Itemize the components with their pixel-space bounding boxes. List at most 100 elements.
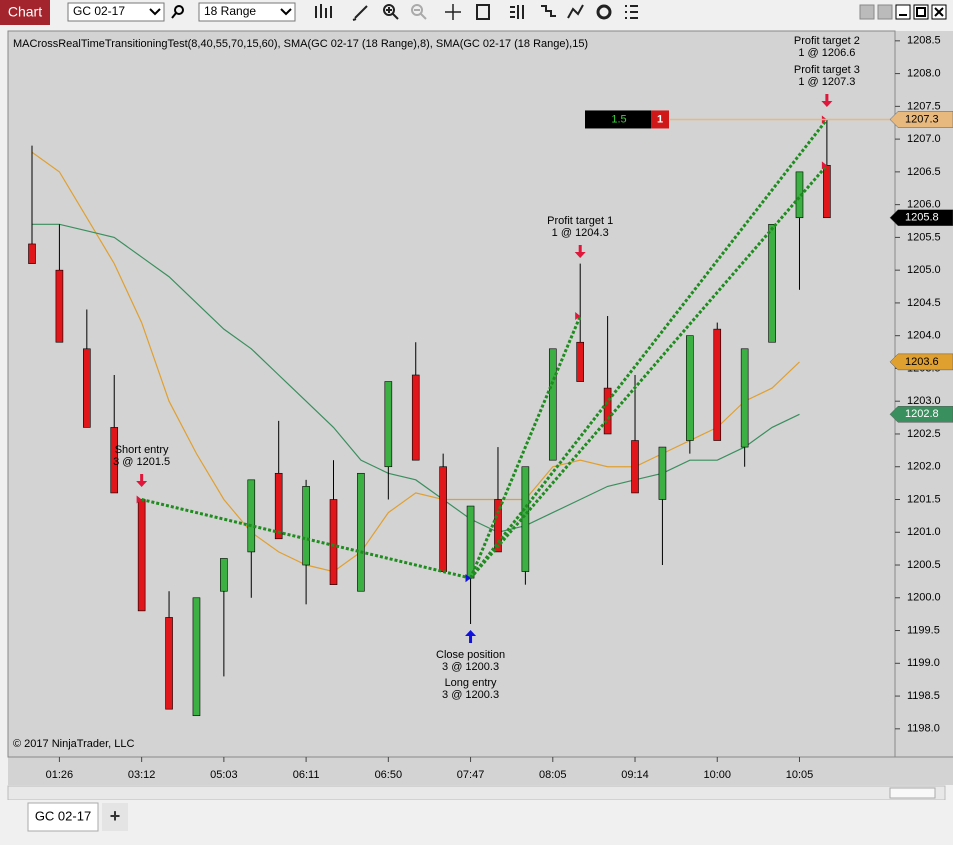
y-tick-label: 1205.5	[907, 231, 941, 243]
y-tick-label: 1203.0	[907, 395, 941, 407]
price-marker-label: 1205.8	[905, 212, 939, 224]
candle-body	[521, 466, 530, 572]
execution-arrow	[821, 94, 833, 107]
window-buttons[interactable]	[859, 4, 947, 20]
price-marker-label: 1202.8	[905, 408, 939, 420]
execution-label: Profit target 1	[547, 215, 613, 227]
toolbar-icons[interactable]	[315, 4, 638, 21]
candle-body	[137, 499, 146, 612]
x-tick-label: 10:00	[703, 769, 731, 781]
candle-body	[302, 486, 310, 566]
add-tab: +	[110, 806, 121, 826]
sma-line	[32, 223, 800, 533]
candle-body	[247, 479, 256, 553]
y-tick-label: 1202.5	[907, 428, 941, 440]
price-marker	[889, 209, 953, 226]
candle-body	[55, 269, 64, 343]
x-tick-label: 05:03	[210, 769, 238, 781]
execution-marker	[575, 312, 581, 321]
candle-body	[28, 243, 36, 264]
execution-detail: 3 @ 1200.3	[442, 689, 499, 701]
candle-body	[548, 348, 557, 461]
candle-body	[466, 505, 475, 579]
candle-body	[274, 472, 283, 540]
price-marker-label: 1203.6	[905, 356, 939, 368]
window-title: Chart	[8, 4, 42, 20]
y-tick-label: 1206.5	[907, 166, 941, 178]
copyright: © 2017 NinjaTrader, LLC	[13, 738, 134, 750]
y-tick-label: 1200.0	[907, 592, 941, 604]
y-tick-label: 1208.0	[907, 67, 941, 79]
scrollbar[interactable]	[7, 785, 946, 801]
execution-detail: 3 @ 1200.3	[442, 661, 499, 673]
window-title-bg	[0, 0, 50, 25]
y-tick-label: 1201.5	[907, 493, 941, 505]
y-tick-label: 1199.5	[907, 624, 940, 636]
candle-body	[220, 558, 228, 592]
tab[interactable]	[27, 802, 99, 832]
y-tick-label: 1198.0	[907, 723, 940, 735]
candle-body	[823, 165, 831, 219]
instrument: GC 02-17	[73, 4, 125, 18]
execution-detail: 1 @ 1206.6	[798, 47, 855, 59]
trade-line	[469, 118, 829, 580]
tab-bar	[0, 800, 953, 840]
bar-type: 18 Range	[204, 4, 256, 18]
execution-label: Short entry	[115, 444, 169, 456]
candle-body	[165, 617, 173, 710]
candle-body	[411, 374, 420, 461]
x-tick-label: 08:05	[539, 769, 567, 781]
dropdown-arrow	[149, 8, 161, 16]
y-tick-label: 1204.0	[907, 330, 941, 342]
y-tick-label: 1204.5	[907, 297, 941, 309]
instrument-select[interactable]	[67, 2, 165, 22]
sma-line	[31, 151, 800, 573]
search-icon-handle	[171, 12, 177, 19]
scroll-thumb[interactable]	[889, 787, 936, 799]
execution-marker	[821, 161, 827, 170]
y-tick-label: 1207.0	[907, 133, 941, 145]
candle-body	[713, 328, 722, 441]
candle-body	[631, 440, 639, 494]
candle-body	[494, 499, 502, 553]
execution-label: Close position	[436, 649, 505, 661]
execution-arrow	[465, 630, 477, 643]
position-pnl: 1.5	[611, 113, 626, 125]
candle-body	[192, 597, 201, 717]
x-tick-label: 09:14	[621, 769, 649, 781]
y-tick-label: 1205.0	[907, 264, 941, 276]
x-tick-label: 07:47	[457, 769, 485, 781]
execution-arrow	[574, 245, 586, 258]
price-marker	[889, 406, 953, 423]
candle-body	[768, 223, 776, 343]
execution-label: Long entry	[445, 677, 497, 689]
candle-body	[329, 499, 338, 585]
search-icon[interactable]	[174, 5, 184, 15]
position-qty-bg	[651, 110, 669, 129]
trade-line	[469, 315, 582, 579]
y-tick-label: 1199.0	[907, 657, 940, 669]
trade-line	[469, 164, 829, 580]
y-tick-label: 1202.0	[907, 461, 941, 473]
add-tab-button[interactable]	[102, 803, 128, 831]
x-tick-label: 03:12	[128, 769, 156, 781]
trade-line	[141, 498, 471, 580]
bar-type-select[interactable]	[198, 2, 296, 22]
price-marker	[889, 111, 953, 128]
y-tick-label: 1198.5	[907, 690, 940, 702]
execution-marker	[465, 574, 471, 583]
tab-label: GC 02-17	[35, 808, 91, 823]
execution-marker	[136, 495, 142, 504]
price-marker	[889, 353, 953, 371]
y-tick-label: 1207.5	[907, 100, 941, 112]
y-tick-label: 1201.0	[907, 526, 941, 538]
candle-body	[110, 427, 119, 494]
x-tick-label: 01:26	[46, 769, 74, 781]
execution-detail: 1 @ 1204.3	[552, 227, 609, 239]
y-tick-label: 1200.5	[907, 559, 941, 571]
x-tick-label: 10:05	[786, 769, 814, 781]
execution-label: Profit target 3	[794, 64, 860, 76]
position-qty: 1	[657, 113, 663, 125]
